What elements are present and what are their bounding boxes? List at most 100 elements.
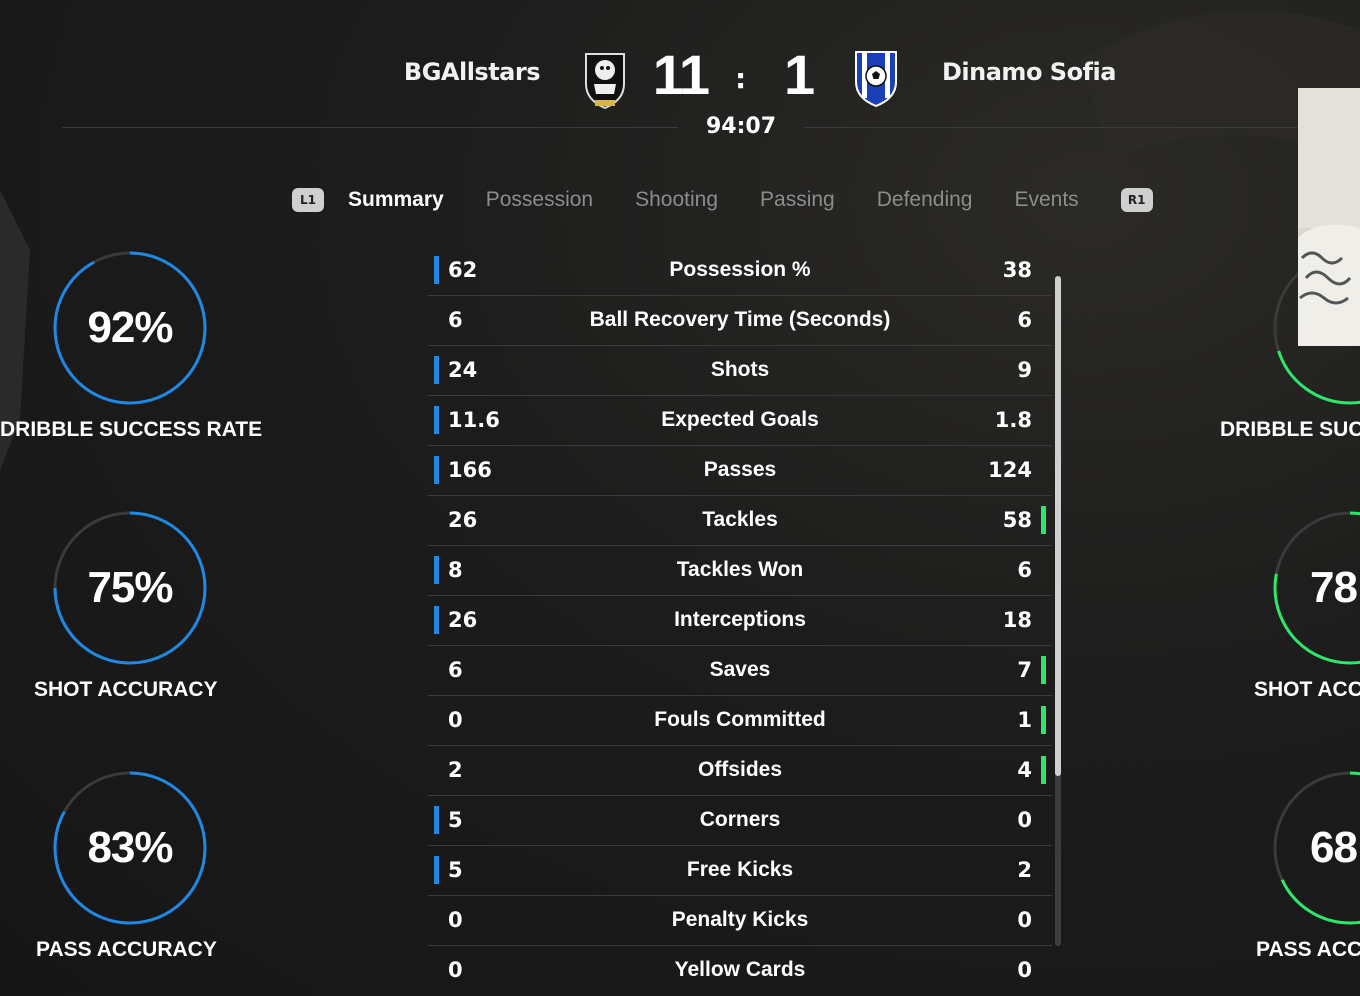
stat-row: 26 Tackles 58 <box>428 496 1052 546</box>
away-stat-value: 7 <box>1017 658 1032 682</box>
stat-label: Free Kicks <box>686 858 794 881</box>
stat-row: 0 Yellow Cards 0 <box>428 946 1052 995</box>
stats-tab-bar: L1 Summary Possession Shooting Passing D… <box>292 180 1153 220</box>
home-stat-value: 6 <box>448 658 463 682</box>
stat-label: Passes <box>703 458 777 481</box>
away-stat-value: 0 <box>1017 958 1032 982</box>
gauge-ring <box>53 771 207 925</box>
stat-row: 5 Corners 0 <box>428 796 1052 846</box>
away-stat-value: 124 <box>988 458 1032 482</box>
home-leader-bar <box>434 606 439 634</box>
home-leader-bar <box>434 256 439 284</box>
away-leader-bar <box>1041 756 1046 784</box>
bear-crest-icon <box>580 46 630 114</box>
away-leader-bar <box>1041 506 1046 534</box>
away-stat-value: 38 <box>1002 258 1032 282</box>
home-pass-label: PASS ACCURACY <box>36 938 217 961</box>
home-stat-value: 6 <box>448 308 463 332</box>
home-shot-gauge: 75% <box>50 508 210 668</box>
home-stat-value: 26 <box>448 508 478 532</box>
stat-label: Shots <box>710 358 770 381</box>
away-stat-value: 2 <box>1017 858 1032 882</box>
away-score: 1 <box>784 43 815 106</box>
stat-label: Corners <box>699 808 781 831</box>
stat-row: 5 Free Kicks 2 <box>428 846 1052 896</box>
stat-row: 24 Shots 9 <box>428 346 1052 396</box>
home-stat-value: 24 <box>448 358 478 382</box>
home-leader-bar <box>434 456 439 484</box>
stat-row: 11.6 Expected Goals 1.8 <box>428 396 1052 446</box>
home-stat-value: 26 <box>448 608 478 632</box>
home-stat-value: 0 <box>448 708 463 732</box>
home-stat-value: 0 <box>448 958 463 982</box>
home-stat-value: 166 <box>448 458 492 482</box>
tab-shooting[interactable]: Shooting <box>635 188 719 211</box>
tab-defending[interactable]: Defending <box>876 188 973 211</box>
home-team-name: BGAllstars <box>403 58 541 86</box>
header-divider-left <box>62 127 678 128</box>
stat-row: 2 Offsides 4 <box>428 746 1052 796</box>
stat-label: Offsides <box>697 758 783 781</box>
away-stat-value: 9 <box>1017 358 1032 382</box>
soccer-ball-shield-icon <box>852 48 900 112</box>
r1-button[interactable]: R1 <box>1120 188 1153 212</box>
stat-row: 62 Possession % 38 <box>428 246 1052 296</box>
stat-row: 0 Fouls Committed 1 <box>428 696 1052 746</box>
away-stat-value: 1.8 <box>994 408 1032 432</box>
match-header: BGAllstars 11 : 1 Dinamo Sofia 94:07 <box>0 0 1360 150</box>
l1-button[interactable]: L1 <box>292 188 324 212</box>
away-shot-gauge: 78 <box>1270 508 1360 668</box>
away-stat-value: 1 <box>1017 708 1032 732</box>
home-leader-bar <box>434 556 439 584</box>
stat-row: 8 Tackles Won 6 <box>428 546 1052 596</box>
stat-label: Fouls Committed <box>654 708 826 731</box>
away-pass-label: PASS ACC <box>1256 938 1360 961</box>
away-dribble-label: DRIBBLE SUC <box>1220 418 1360 441</box>
stat-label: Ball Recovery Time (Seconds) <box>589 308 891 331</box>
stat-row: 166 Passes 124 <box>428 446 1052 496</box>
away-leader-bar <box>1041 706 1046 734</box>
home-dribble-label: DRIBBLE SUCCESS RATE <box>0 418 263 441</box>
away-stat-value: 58 <box>1002 508 1032 532</box>
webcam-overlay <box>1298 88 1360 346</box>
tab-possession[interactable]: Possession <box>485 188 594 211</box>
stat-row: 6 Saves 7 <box>428 646 1052 696</box>
away-stat-value: 6 <box>1017 308 1032 332</box>
stat-row: 26 Interceptions 18 <box>428 596 1052 646</box>
home-dribble-gauge: 92% <box>50 248 210 408</box>
home-stat-value: 5 <box>448 858 463 882</box>
gauge-ring <box>1273 771 1360 925</box>
away-stat-value: 0 <box>1017 808 1032 832</box>
gauge-ring <box>53 511 207 665</box>
tab-passing[interactable]: Passing <box>760 188 835 211</box>
stats-table: 62 Possession % 38 6 Ball Recovery Time (Sec… <box>428 246 1052 995</box>
stat-label: Possession % <box>669 258 811 281</box>
tab-summary[interactable]: Summary <box>348 188 444 211</box>
home-leader-bar <box>434 406 439 434</box>
away-team-name: Dinamo Sofia <box>942 58 1116 86</box>
stat-label: Tackles Won <box>676 558 804 581</box>
stat-label: Tackles <box>702 508 778 531</box>
home-stat-value: 62 <box>448 258 478 282</box>
stats-scrollbar[interactable] <box>1055 276 1061 946</box>
home-leader-bar <box>434 356 439 384</box>
gauge-value: 68 <box>1310 823 1358 872</box>
tab-events[interactable]: Events <box>1014 188 1079 211</box>
away-stat-value: 0 <box>1017 908 1032 932</box>
stat-label: Expected Goals <box>661 408 819 431</box>
away-stat-value: 4 <box>1017 758 1032 782</box>
score-separator: : <box>735 62 747 95</box>
gauge-value: 75% <box>87 563 173 612</box>
match-clock: 94:07 <box>705 114 777 139</box>
scrollbar-thumb[interactable] <box>1055 276 1061 776</box>
stat-label: Yellow Cards <box>674 958 806 981</box>
home-leader-bar <box>434 806 439 834</box>
home-stat-value: 5 <box>448 808 463 832</box>
away-pass-gauge: 68 <box>1270 768 1360 928</box>
away-stat-value: 6 <box>1017 558 1032 582</box>
stat-row: 6 Ball Recovery Time (Seconds) 6 <box>428 296 1052 346</box>
away-shot-label: SHOT ACC <box>1254 678 1360 701</box>
home-stat-value: 11.6 <box>448 408 500 432</box>
stat-label: Penalty Kicks <box>671 908 809 931</box>
home-stat-value: 0 <box>448 908 463 932</box>
